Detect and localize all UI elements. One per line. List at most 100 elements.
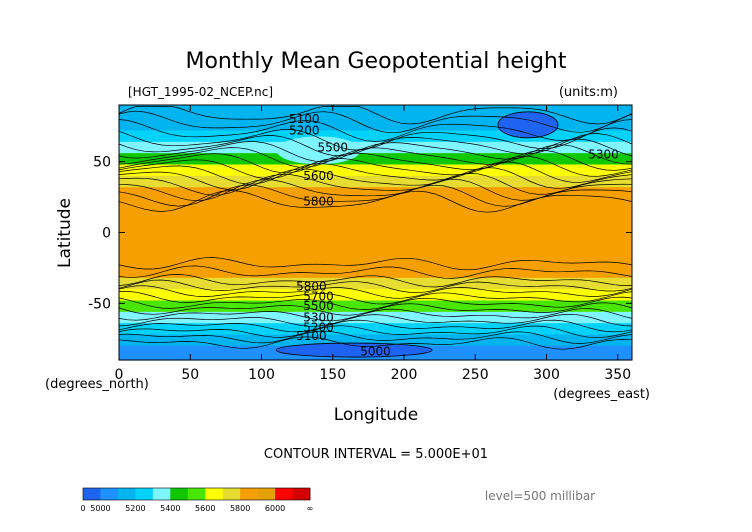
file-label: [HGT_1995-02_NCEP.nc] [128, 85, 273, 99]
colorbar-swatch [205, 488, 224, 500]
height-band [119, 232, 632, 268]
x-tick-label: 200 [391, 367, 418, 383]
contour-line [118, 150, 633, 174]
height-band [119, 187, 632, 200]
colorbar-swatch [152, 488, 171, 500]
height-band [119, 175, 632, 188]
y-unit-label: (degrees_north) [45, 377, 149, 392]
contour-label: 5200 [289, 124, 320, 138]
height-band [119, 300, 632, 313]
x-tick-label: 300 [533, 367, 560, 383]
x-tick-label: 50 [181, 367, 199, 383]
contour-interval-text: CONTOUR INTERVAL = 5.000E+01 [264, 447, 488, 462]
contour-line [118, 330, 633, 344]
contour-lines [118, 106, 633, 350]
contour-line [118, 161, 633, 185]
level-text: level=500 millibar [485, 489, 595, 503]
height-band [119, 311, 632, 324]
colorbar-swatch [292, 488, 311, 500]
y-tick-label: -50 [88, 296, 111, 312]
colorbar-swatch [240, 488, 259, 500]
contour-line [118, 144, 633, 168]
polar-low-feature [497, 111, 559, 139]
colorbar-label: 5000 [90, 504, 110, 513]
contour-label: 5800 [296, 279, 327, 293]
contour-line [118, 110, 633, 134]
x-axis-label: Longitude [334, 405, 419, 425]
contour-line [118, 190, 633, 213]
x-tick-label: 150 [319, 367, 346, 383]
contour-label: 5700 [303, 289, 334, 303]
contour-label: 5500 [317, 141, 348, 155]
contour-label: 5100 [296, 329, 327, 343]
height-band [119, 277, 632, 290]
height-band [119, 266, 632, 279]
contour-line [118, 127, 633, 151]
contour-label: 5200 [303, 320, 334, 334]
contour-line [118, 296, 633, 310]
contour-line [118, 302, 633, 316]
height-band [119, 105, 632, 120]
trough-feature [276, 136, 361, 165]
contour-line [118, 325, 633, 339]
contour-line [118, 285, 633, 299]
colorbar-swatch [222, 488, 241, 500]
colorbar-swatch [117, 488, 136, 500]
x-tick-label: 100 [248, 367, 275, 383]
height-band [119, 198, 632, 234]
x-tick-label: 250 [462, 367, 489, 383]
x-axis: 0 50 100 150 200 250 300 350 [115, 105, 631, 383]
contour-labels: 5100520053005500560058005800570055005300… [289, 112, 619, 358]
colorbar-frame [82, 487, 311, 501]
contour-line [118, 336, 633, 350]
y-axis: -50 0 50 [88, 155, 632, 312]
x-unit-label: (degrees_east) [553, 387, 650, 402]
contour-label: 5500 [303, 299, 334, 313]
field-features [275, 111, 559, 358]
contour-line [118, 155, 633, 179]
contour-line [118, 313, 633, 327]
contour-label: 5300 [303, 311, 334, 325]
contour-label: 5800 [303, 194, 334, 208]
colorbar-swatch [187, 488, 206, 500]
units-label: (units:m) [559, 85, 618, 100]
colorbar-swatch [83, 488, 101, 500]
contour-label: 5300 [588, 148, 619, 162]
antarctic-low-feature [275, 342, 433, 358]
x-tick-label: 0 [115, 367, 124, 383]
y-tick-label: 50 [93, 155, 111, 171]
colorbar-label: 6000 [265, 504, 285, 513]
contour-line [118, 257, 633, 271]
colorbar-label: 5400 [160, 504, 180, 513]
contour-line [118, 291, 633, 305]
y-axis-label: Latitude [55, 198, 75, 268]
height-band [119, 153, 632, 166]
y-tick-label: 0 [102, 226, 111, 242]
colorbar-label: 5600 [195, 504, 215, 513]
height-band [119, 164, 632, 177]
contour-line [118, 119, 633, 142]
plot-area: 5100520053005500560058005800570055005300… [118, 104, 633, 361]
colorbar-swatch [100, 488, 119, 500]
x-tick-label: 350 [604, 367, 631, 383]
contour-line [118, 265, 633, 279]
contour-line [118, 173, 633, 196]
colorbar-label: 0 [80, 504, 85, 513]
colorbar: 0 5000 5200 5400 5600 5800 6000 ∞ [80, 487, 314, 513]
colorbar-swatch [135, 488, 154, 500]
contour-line [118, 319, 633, 333]
colorbar-swatch [257, 488, 276, 500]
colorbar-label: ∞ [307, 504, 314, 513]
contour-label: 5000 [360, 345, 391, 359]
colorbar-label: 5200 [125, 504, 145, 513]
colorbar-swatch [275, 488, 293, 500]
colorbar-label: 5800 [230, 504, 250, 513]
chart-title: Monthly Mean Geopotential height [185, 49, 566, 74]
height-band [119, 119, 632, 132]
contour-line [118, 308, 633, 322]
colorbar-swatch [170, 488, 189, 500]
contour-line [118, 184, 633, 207]
height-band [119, 130, 632, 143]
contour-label: 5600 [303, 169, 334, 183]
